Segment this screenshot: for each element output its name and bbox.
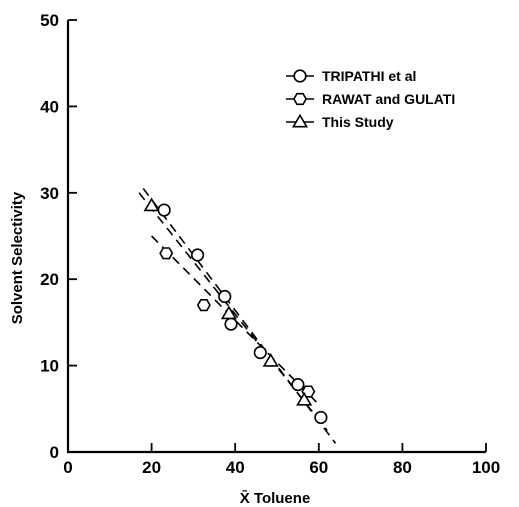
legend-marker bbox=[293, 69, 307, 83]
data-point-series-3 bbox=[262, 353, 279, 367]
legend-marker bbox=[292, 92, 308, 106]
fit-lines bbox=[138, 187, 337, 444]
data-point-series-1 bbox=[253, 346, 267, 360]
data-point-series-1 bbox=[218, 289, 232, 304]
legend: TRIPATHI et al RAWAT and GULATI This Study bbox=[286, 68, 455, 130]
data-point-series-2 bbox=[159, 247, 174, 260]
fit-line-series-2 bbox=[151, 235, 320, 406]
x-axis-label: X̄ Toluene bbox=[240, 489, 311, 507]
y-axis-label: Solvent Selectivity bbox=[9, 191, 26, 324]
y-tick-label: 50 bbox=[40, 11, 59, 30]
axis-frame bbox=[66, 20, 486, 454]
data-point-series-1 bbox=[291, 378, 305, 392]
legend-marker bbox=[291, 113, 309, 128]
x-tick-label: 60 bbox=[309, 458, 328, 477]
data-point-series-1 bbox=[224, 317, 238, 331]
x-tick-label: 80 bbox=[393, 458, 412, 477]
y-tick-label: 20 bbox=[40, 270, 59, 289]
y-tick-label: 40 bbox=[40, 97, 59, 116]
legend-entry-label: TRIPATHI et al bbox=[322, 68, 416, 84]
y-tick-label: 30 bbox=[40, 184, 59, 203]
fit-line-series-1 bbox=[142, 187, 337, 444]
legend-entry-label: RAWAT and GULATI bbox=[322, 91, 455, 107]
data-point-series-1 bbox=[157, 203, 171, 217]
legend-entry-label: This Study bbox=[322, 114, 394, 130]
data-point-series-3 bbox=[220, 305, 237, 320]
data-point-series-3 bbox=[143, 197, 160, 212]
y-tick-label: 10 bbox=[40, 357, 59, 376]
x-tick-label: 40 bbox=[226, 458, 245, 477]
data-point-series-2 bbox=[196, 299, 211, 312]
data-point-series-1 bbox=[190, 248, 205, 262]
data-point-series-3 bbox=[296, 391, 313, 406]
x-tick-label: 0 bbox=[63, 458, 72, 477]
x-tick-label: 20 bbox=[142, 458, 161, 477]
x-tick-label: 100 bbox=[472, 458, 500, 477]
data-point-series-1 bbox=[314, 410, 328, 425]
y-tick-label: 0 bbox=[50, 443, 59, 462]
fit-line-series-3 bbox=[138, 192, 328, 431]
axes: 0 20 40 60 80 100 0 10 20 30 40 50 bbox=[40, 11, 500, 477]
data-points bbox=[143, 197, 328, 425]
